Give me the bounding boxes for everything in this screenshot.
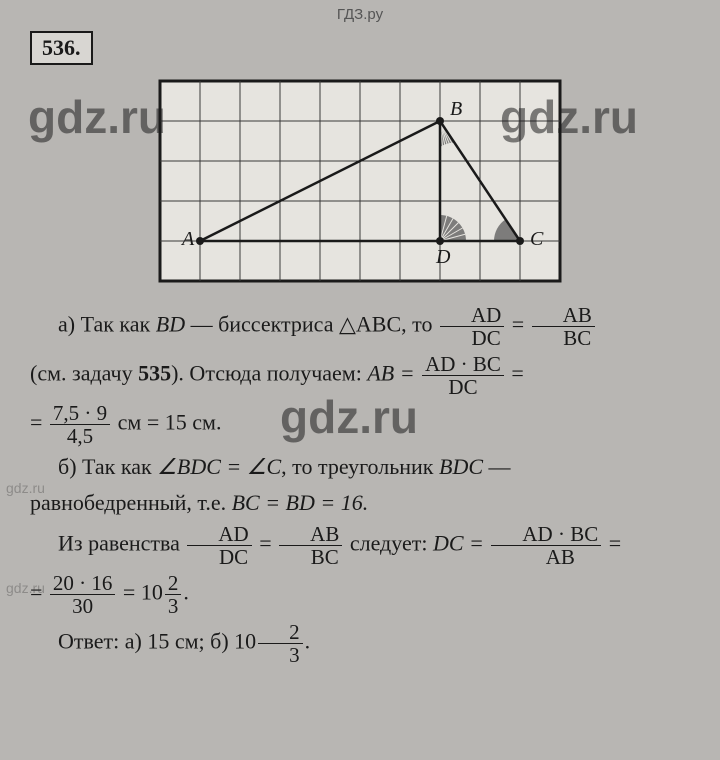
txt: равнобедренный, т.е. xyxy=(30,490,232,515)
line-b2: равнобедренный, т.е. BC = BD = 16. xyxy=(30,487,696,519)
tri-ABC: △ABC xyxy=(339,312,401,337)
answer-line: Ответ: а) 15 см; б) 1023. xyxy=(30,621,696,666)
txt: см = 15 см. xyxy=(118,410,222,435)
num: AD xyxy=(187,523,251,546)
txt: = 10 xyxy=(123,580,163,605)
num: AD · BC xyxy=(422,353,504,376)
ang-eq: ∠BDC = ∠C xyxy=(157,454,281,479)
txt: = xyxy=(30,580,48,605)
eq: = xyxy=(609,531,621,556)
num: AD xyxy=(440,304,504,327)
line-b3: Из равенства ADDC = ABBC следует: DC = A… xyxy=(30,523,696,568)
frac-ad-dc-2: ADDC xyxy=(187,523,251,568)
den: DC xyxy=(422,376,504,398)
den: 4,5 xyxy=(50,425,110,447)
dot: . xyxy=(183,580,189,605)
line-a2: (см. задачу 535). Отсюда получаем: AB = … xyxy=(30,353,696,398)
site-header: ГДЗ.ру xyxy=(0,0,720,25)
ref-535: 535 xyxy=(138,361,171,386)
solution-body: а) Так как BD — биссектриса △ABC, то ADD… xyxy=(0,304,720,666)
frac-ab-bc: ABBC xyxy=(532,304,595,349)
eq: = xyxy=(511,361,523,386)
den: DC xyxy=(187,546,251,568)
figure-container: A B C D xyxy=(0,71,720,296)
txt: следует: xyxy=(350,531,433,556)
num: 2 xyxy=(258,621,303,644)
den: BC xyxy=(532,327,595,349)
bc-eq: BC = BD = 16. xyxy=(232,490,369,515)
frac-ad-dc: ADDC xyxy=(440,304,504,349)
txt: ). Отсюда получаем: xyxy=(171,361,367,386)
line-b1: б) Так как ∠BDC = ∠C, то треугольник BDC… xyxy=(30,451,696,483)
ab-eq: AB = xyxy=(367,361,420,386)
frac-adbc-ab: AD · BCAB xyxy=(491,523,601,568)
num: AD · BC xyxy=(491,523,601,546)
den: 3 xyxy=(165,595,182,617)
frac-ab-bc-2: ABBC xyxy=(279,523,342,568)
num: AB xyxy=(279,523,342,546)
triangle-figure: A B C D xyxy=(150,71,570,291)
mixed-2-3: 23 xyxy=(165,572,182,617)
txt: б) Так как xyxy=(58,454,157,479)
svg-text:D: D xyxy=(435,246,451,268)
txt: , то xyxy=(401,312,438,337)
bdc: BDC xyxy=(439,454,483,479)
den: 3 xyxy=(258,644,303,666)
seg-BD: BD xyxy=(156,312,185,337)
svg-text:B: B xyxy=(450,98,462,120)
frac-7p5-4p5: 7,5 · 94,5 xyxy=(50,402,110,447)
txt: — xyxy=(483,454,511,479)
txt: (см. задачу xyxy=(30,361,138,386)
den: DC xyxy=(440,327,504,349)
line-a3: = 7,5 · 94,5 см = 15 см. xyxy=(30,402,696,447)
dc-eq: DC = xyxy=(433,531,489,556)
txt: а) Так как xyxy=(58,312,156,337)
den: BC xyxy=(279,546,342,568)
line-b4: = 20 · 1630 = 1023. xyxy=(30,572,696,617)
svg-text:C: C xyxy=(530,228,544,250)
txt: , то треугольник xyxy=(281,454,439,479)
den: AB xyxy=(491,546,601,568)
mixed-2-3-ans: 23 xyxy=(258,621,303,666)
num: 20 · 16 xyxy=(50,572,116,595)
den: 30 xyxy=(50,595,116,617)
num: AB xyxy=(532,304,595,327)
frac-adbc-dc: AD · BCDC xyxy=(422,353,504,398)
eq: = xyxy=(512,312,530,337)
dot: . xyxy=(305,629,311,654)
num: 2 xyxy=(165,572,182,595)
answer-text: Ответ: а) 15 см; б) 10 xyxy=(58,629,256,654)
eq: = xyxy=(259,531,277,556)
txt: — биссектриса xyxy=(185,312,339,337)
num: 7,5 · 9 xyxy=(50,402,110,425)
txt: Из равенства xyxy=(58,531,185,556)
txt: = xyxy=(30,410,48,435)
line-a1: а) Так как BD — биссектриса △ABC, то ADD… xyxy=(30,304,696,349)
problem-number-box: 536. xyxy=(30,31,93,65)
svg-text:A: A xyxy=(180,228,195,250)
frac-2016-30: 20 · 1630 xyxy=(50,572,116,617)
